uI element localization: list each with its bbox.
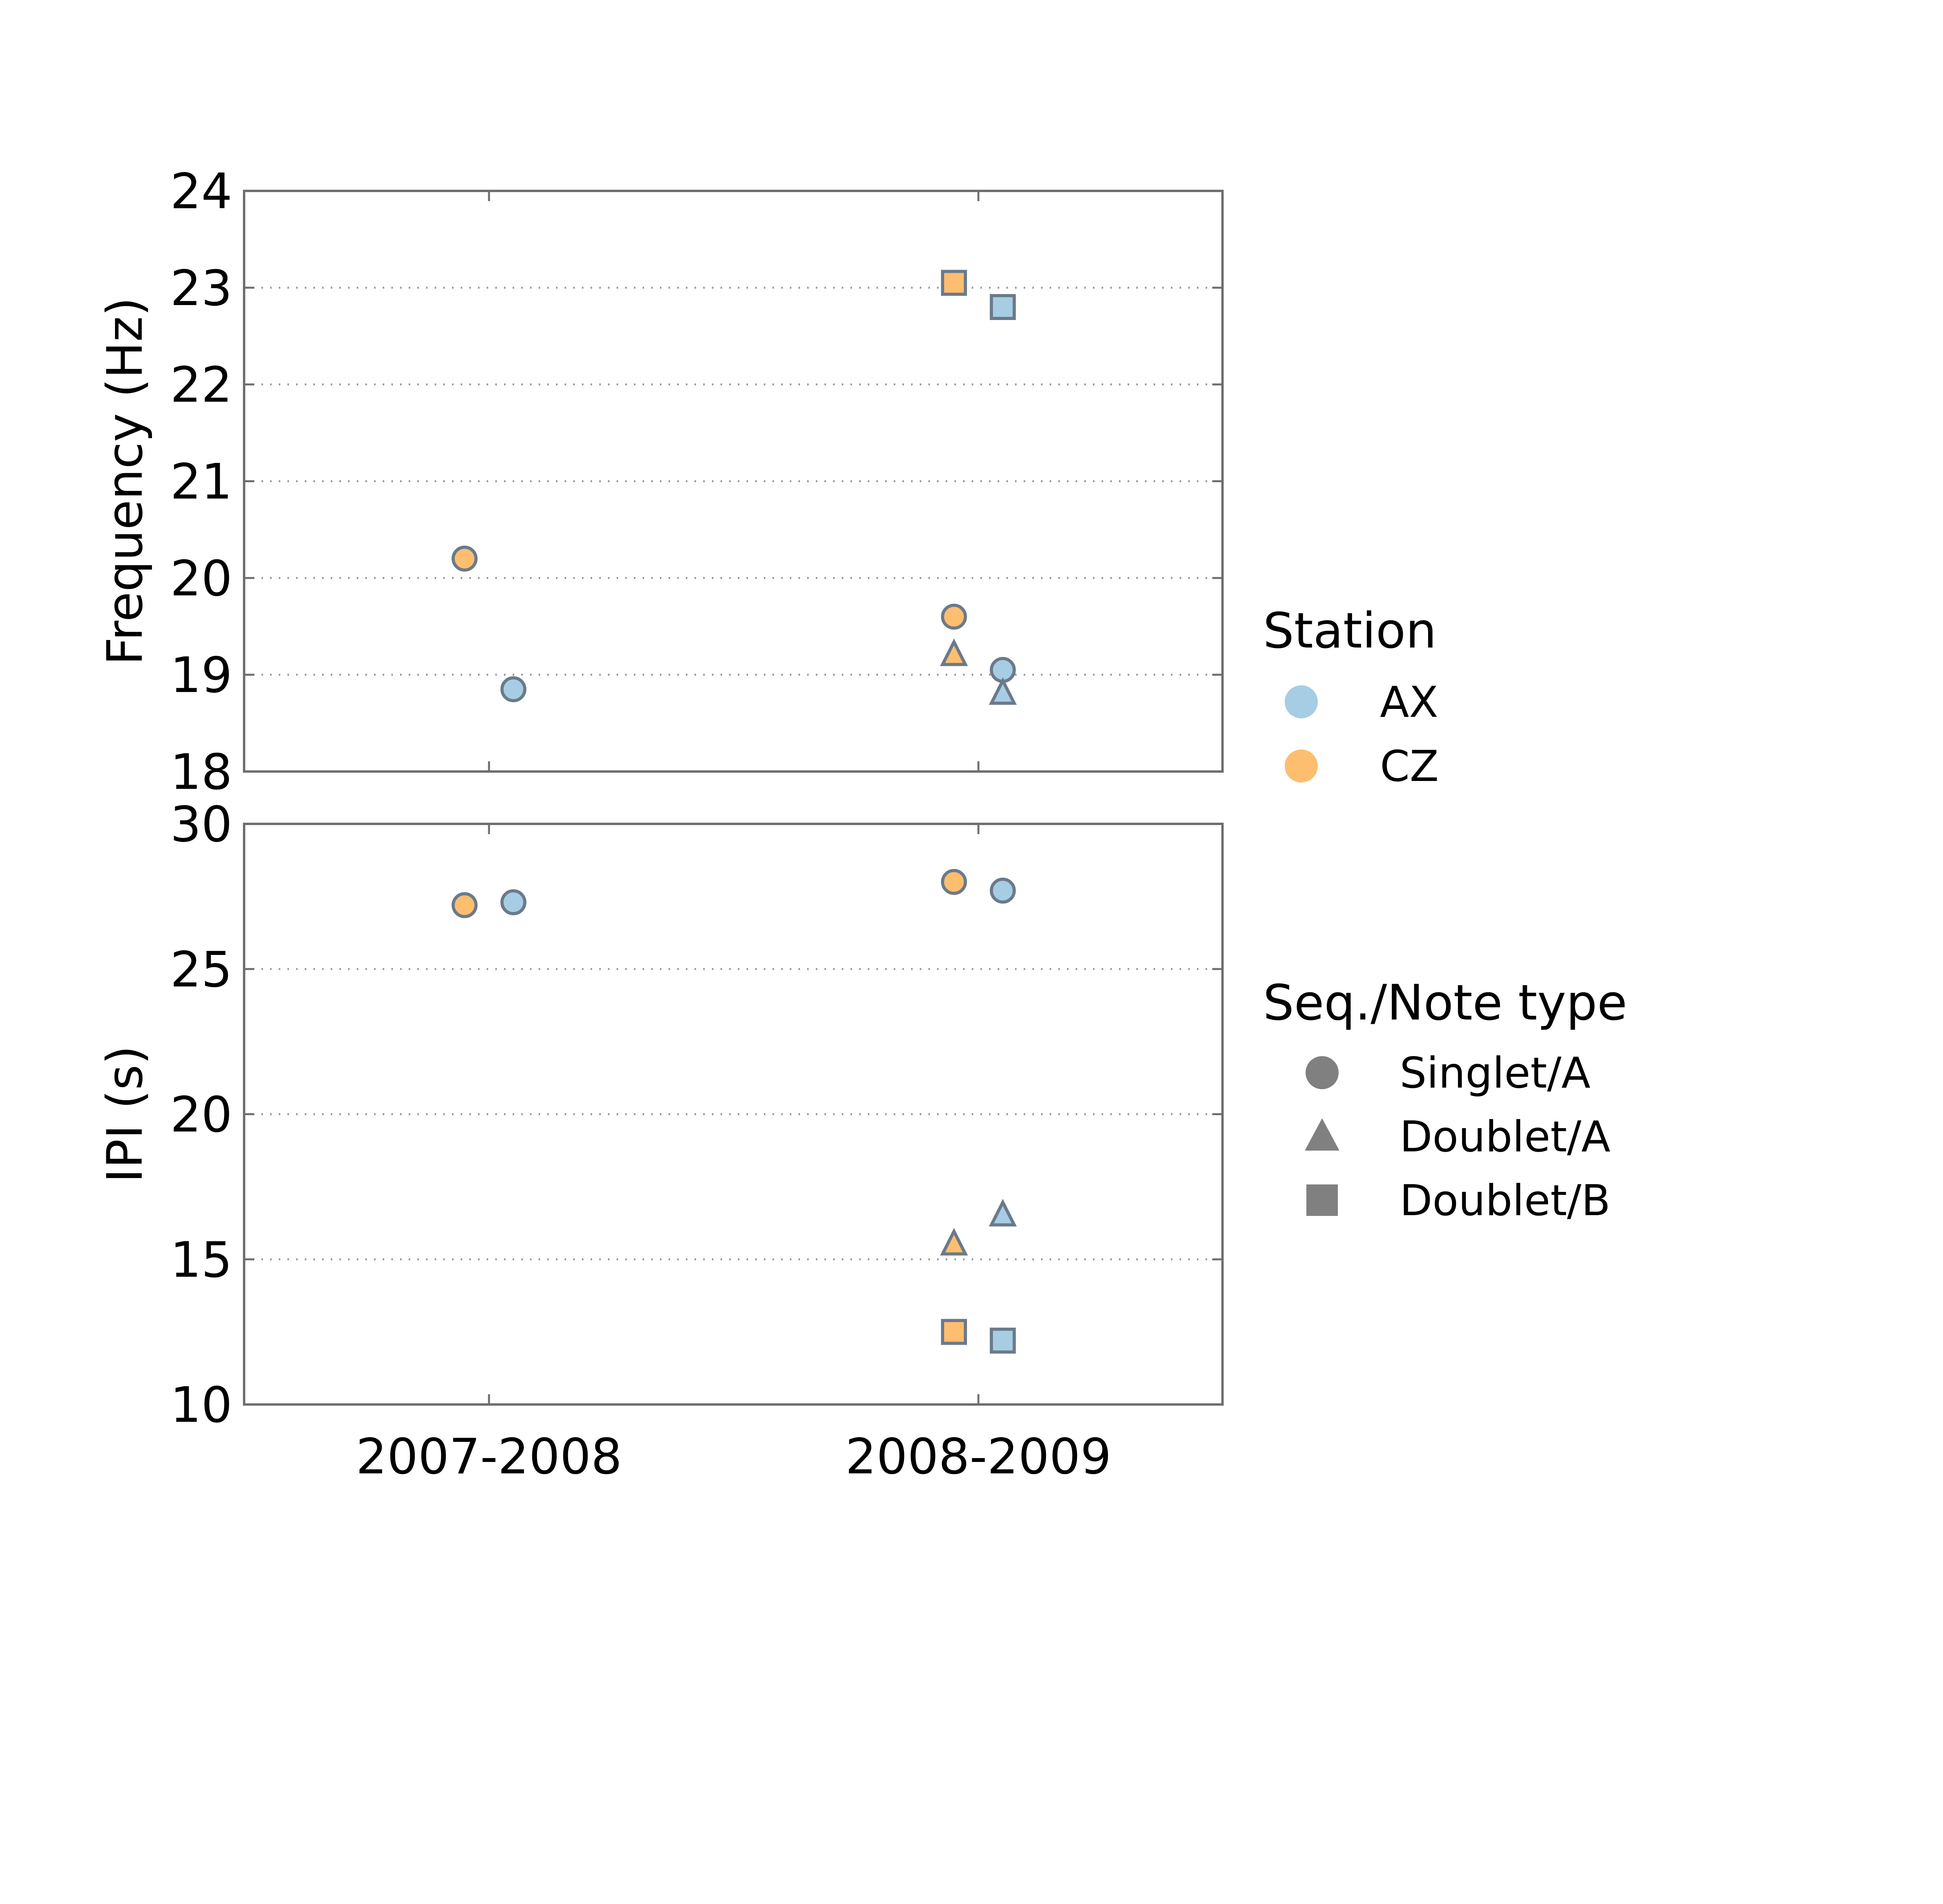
data-point xyxy=(990,877,1016,904)
data-point xyxy=(941,1319,967,1345)
y-tick-label: 25 xyxy=(170,942,232,998)
data-point xyxy=(941,270,967,296)
x-tick-label: 2007-2008 xyxy=(356,1428,622,1485)
y-tick-label: 19 xyxy=(170,647,232,704)
data-point xyxy=(990,1327,1016,1354)
legend-marker xyxy=(1306,1056,1339,1089)
legend-marker xyxy=(1285,685,1318,718)
frequency-axis-title: Frequency (Hz) xyxy=(97,297,154,665)
legend-marker xyxy=(1285,749,1318,783)
data-point xyxy=(452,546,478,572)
y-tick-label: 10 xyxy=(170,1377,232,1434)
y-tick-label: 23 xyxy=(170,260,232,317)
legend-label: Doublet/A xyxy=(1400,1112,1610,1162)
legend-title-station: Station xyxy=(1263,603,1437,659)
legend-label: Doublet/B xyxy=(1400,1176,1611,1225)
data-point xyxy=(990,294,1016,320)
legend-marker xyxy=(1305,1118,1339,1151)
y-tick-label: 21 xyxy=(170,454,232,511)
data-point xyxy=(452,892,478,918)
y-tick-label: 20 xyxy=(170,1087,232,1144)
y-tick-label: 22 xyxy=(170,357,232,414)
legend-label: Singlet/A xyxy=(1400,1049,1591,1098)
y-tick-label: 18 xyxy=(170,744,232,801)
data-point xyxy=(940,1228,968,1256)
data-point xyxy=(500,889,526,916)
legend-label: AX xyxy=(1380,678,1438,727)
y-tick-label: 15 xyxy=(170,1232,232,1288)
data-point xyxy=(941,603,967,630)
legend-marker xyxy=(1306,1184,1338,1216)
data-point xyxy=(989,1199,1017,1227)
x-tick-label: 2008-2009 xyxy=(845,1428,1111,1485)
data-point xyxy=(940,638,968,666)
legend-label: CZ xyxy=(1380,742,1439,791)
y-tick-label: 30 xyxy=(170,796,232,853)
data-point xyxy=(941,869,967,895)
data-point xyxy=(500,676,526,703)
y-tick-label: 20 xyxy=(170,550,232,607)
y-tick-label: 24 xyxy=(170,163,232,220)
legend-title-seq-note-type: Seq./Note type xyxy=(1263,975,1627,1031)
ipi-axis-title: IPI (s) xyxy=(97,1045,154,1183)
data-point xyxy=(989,677,1017,705)
